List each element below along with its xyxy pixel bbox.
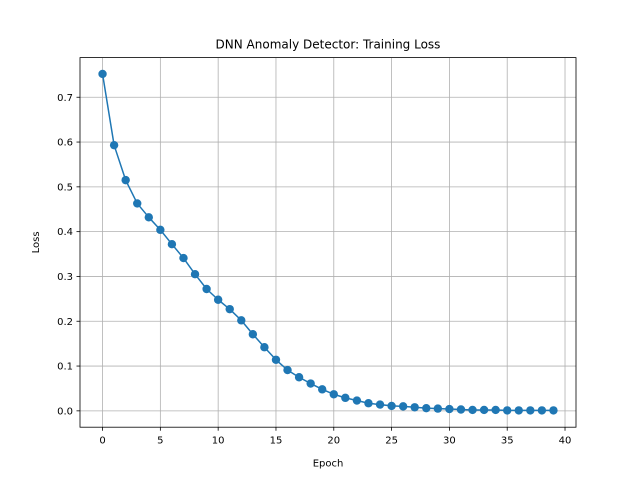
x-tick-label: 20 xyxy=(327,436,340,447)
x-tick-label: 30 xyxy=(443,436,456,447)
x-axis-ticks: 0 5 10 15 20 25 30 35 40 xyxy=(99,427,571,447)
loss-data-point xyxy=(213,295,223,304)
loss-data-point xyxy=(410,403,419,412)
loss-data-point xyxy=(248,330,258,339)
loss-data-point xyxy=(445,404,454,414)
loss-data-point xyxy=(375,400,385,409)
x-tick-label: 0 xyxy=(99,436,105,447)
x-tick-label: 15 xyxy=(270,436,283,447)
loss-data-point xyxy=(329,390,338,399)
loss-data-point xyxy=(387,401,396,411)
series-layer xyxy=(98,69,558,415)
loss-data-point xyxy=(503,406,512,415)
loss-data-point xyxy=(237,316,246,325)
loss-series-line xyxy=(101,73,554,412)
loss-data-point xyxy=(352,396,362,405)
loss-data-point xyxy=(549,406,558,415)
loss-data-point xyxy=(283,365,292,375)
loss-data-point xyxy=(121,175,130,185)
y-tick-label: 0.4 xyxy=(57,227,73,238)
y-tick-label: 0.0 xyxy=(57,406,73,417)
x-tick-label: 40 xyxy=(559,436,572,447)
loss-data-point xyxy=(179,253,188,263)
loss-data-point xyxy=(306,379,315,388)
y-axis-label: Loss xyxy=(31,231,42,253)
loss-data-point xyxy=(537,406,547,415)
loss-data-point xyxy=(109,140,119,150)
loss-data-point xyxy=(202,284,211,294)
loss-data-point xyxy=(294,373,304,382)
loss-data-point xyxy=(514,406,523,415)
y-tick-label: 0.6 xyxy=(57,138,73,149)
loss-data-point xyxy=(491,405,500,415)
loss-data-point xyxy=(167,239,177,249)
loss-data-point xyxy=(341,393,350,403)
loss-data-point xyxy=(433,404,443,413)
loss-data-point xyxy=(364,399,373,408)
x-tick-label: 5 xyxy=(157,436,163,447)
loss-data-point xyxy=(456,405,466,414)
plot-area-frame xyxy=(79,57,577,428)
loss-data-point xyxy=(133,199,142,208)
loss-data-point xyxy=(156,225,165,235)
loss-data-point xyxy=(225,304,234,314)
x-tick-label: 10 xyxy=(212,436,225,447)
y-tick-label: 0.5 xyxy=(57,182,73,193)
loss-data-point xyxy=(190,270,200,279)
x-tick-label: 35 xyxy=(501,436,514,447)
loss-data-point xyxy=(271,355,281,364)
y-tick-label: 0.2 xyxy=(57,317,73,328)
loss-data-point xyxy=(422,403,431,413)
y-axis-ticks: 0.0 0.1 0.2 0.3 0.4 0.5 0.6 0.7 xyxy=(57,93,80,417)
x-tick-label: 25 xyxy=(385,436,398,447)
loss-data-point xyxy=(144,213,153,222)
loss-data-point xyxy=(468,405,477,415)
loss-data-point xyxy=(398,402,408,411)
x-axis-label: Epoch xyxy=(313,459,344,470)
loss-data-point xyxy=(526,406,535,415)
loss-data-point xyxy=(479,405,489,415)
y-tick-label: 0.3 xyxy=(57,272,73,283)
y-tick-label: 0.7 xyxy=(57,93,73,104)
loss-data-point xyxy=(318,385,327,394)
y-tick-label: 0.1 xyxy=(57,362,73,373)
loss-data-point xyxy=(98,69,107,79)
loss-data-point xyxy=(260,343,269,352)
chart-title: DNN Anomaly Detector: Training Loss xyxy=(216,38,441,52)
